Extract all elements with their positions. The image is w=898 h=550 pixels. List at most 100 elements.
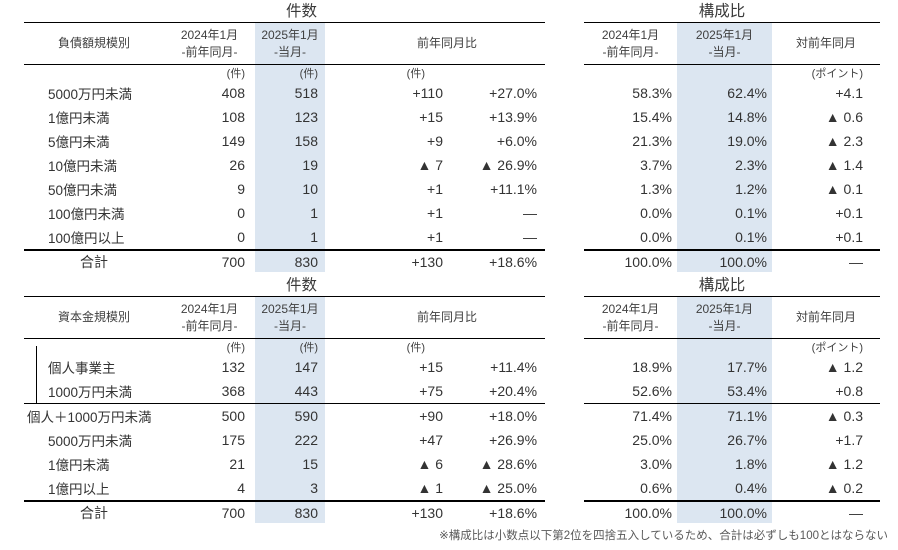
table-row: 個人＋1000万円未満 500 590 +90 +18.0%	[24, 403, 546, 428]
cell-v2025: 1.2%	[677, 177, 772, 201]
cell-v2025: 158	[255, 129, 325, 153]
column-header-2024: 2024年1月 -前年同月-	[584, 296, 677, 339]
cell-pt: ▲ 0.1	[825, 181, 863, 197]
cell-diff: ▲ 1	[417, 480, 443, 496]
cell-v2025: 2.3%	[677, 153, 772, 177]
cell-v2024: 26	[229, 157, 245, 173]
cell-pct: +27.0%	[489, 85, 538, 101]
cell-v2025: 3	[255, 476, 325, 501]
cell-v2024: 71.4%	[584, 403, 677, 428]
table-row: 1億円未満 108 123 +15 +13.9%	[24, 105, 545, 129]
cell-empty	[24, 65, 164, 82]
unit-row: (件) (件) (件)	[24, 64, 545, 82]
column-header-yoy: 前年同月比	[325, 296, 546, 339]
table-row: 25.0% 26.7% +1.7	[584, 428, 880, 452]
header-row: 負債額規模別 2024年1月 -前年同月- 2025年1月 -当月- 前年同月比	[24, 22, 546, 65]
table-row: 3.7% 2.3% ▲ 1.4	[584, 153, 880, 177]
cell-v2024: 149	[221, 133, 245, 149]
cell-pct: +11.4%	[490, 359, 538, 375]
table-row: 21.3% 19.0% ▲ 2.3	[584, 129, 880, 153]
cell-v2024: 108	[221, 109, 245, 125]
cell-pt: +0.1	[835, 229, 863, 245]
cell-empty	[677, 64, 772, 81]
cell-pct: +20.4%	[489, 383, 538, 399]
table-row: 個人事業主 132 147 +15 +11.4%	[24, 355, 545, 379]
header-row: 2024年1月 -前年同月- 2025年1月 -当月- 対前年同月	[584, 296, 880, 339]
cell-diff: +15	[419, 109, 443, 125]
header-row: 2024年1月 -前年同月- 2025年1月 -当月- 対前年同月	[584, 22, 880, 65]
cell-label: 100億円未満	[48, 207, 125, 222]
cell-pct: +18.0%	[449, 403, 546, 428]
cell-v2025: 123	[255, 105, 325, 129]
cell-label: 100億円以上	[48, 231, 125, 246]
cell-v2025: 53.4%	[677, 379, 772, 404]
cell-label: 5億円未満	[48, 135, 110, 150]
cell-label: 5000万円未満	[48, 87, 133, 102]
cell-v2024: 0.6%	[640, 480, 672, 496]
cell-pt: ―	[772, 249, 880, 272]
column-header-2025: 2025年1月 -当月-	[255, 296, 325, 339]
table-title: 構成比	[698, 3, 746, 20]
cell-diff: +75	[419, 383, 443, 399]
column-header-2025: 2025年1月 -当月-	[677, 296, 772, 339]
cell-v2025: 222	[255, 428, 325, 452]
table-row: 52.6% 53.4% +0.8	[584, 379, 880, 404]
cell-label: 1億円未満	[48, 458, 110, 473]
cell-v2024: 132	[221, 359, 245, 375]
cell-diff: +1	[427, 229, 443, 245]
cell-v2025: 100.0%	[677, 249, 772, 272]
cell-diff: +1	[427, 181, 443, 197]
unit-label: (ポイント)	[811, 68, 863, 80]
table-row: 1000万円未満 368 443 +75 +20.4%	[24, 379, 545, 404]
cell-v2025: 1.8%	[677, 452, 772, 476]
cell-pt: ▲ 0.3	[772, 403, 880, 428]
table-row: 100億円未満 0 1 +1 ―	[24, 201, 545, 225]
table-title: 構成比	[698, 277, 746, 294]
cell-v2024: 0.0%	[640, 205, 672, 221]
cell-v2024: 175	[221, 432, 245, 448]
cell-diff: +130	[325, 249, 449, 272]
data-table: 2024年1月 -前年同月- 2025年1月 -当月- 対前年同月 (ポイント) 1…	[584, 296, 880, 523]
cell-v2024: 4	[237, 480, 245, 496]
table-row: 58.3% 62.4% +4.1	[584, 81, 880, 105]
column-header-yoy: 前年同月比	[325, 22, 546, 65]
cell-v2024: 700	[164, 249, 255, 272]
cell-v2025: 10	[255, 177, 325, 201]
cell-total-label: 合計	[24, 500, 164, 523]
column-header-2024: 2024年1月 -前年同月-	[584, 22, 677, 65]
cell-v2024: 0	[237, 229, 245, 245]
cell-v2024: 21	[229, 456, 245, 472]
column-header-vs-prev-year: 対前年同月	[772, 22, 880, 65]
cell-v2024: 700	[164, 500, 255, 523]
cell-diff: ▲ 6	[417, 456, 443, 472]
cell-label: 個人＋1000万円未満	[24, 403, 164, 428]
cell-pt: +4.1	[835, 85, 863, 101]
table-row: 5億円未満 149 158 +9 +6.0%	[24, 129, 545, 153]
table-row: 0.0% 0.1% +0.1	[584, 201, 880, 225]
total-row: 合計 700 830 +130 +18.6%	[24, 249, 546, 272]
rounding-footnote: ※構成比は小数点以下第2位を四捨五入しているため、合計は必ずしも100とはならな…	[439, 530, 888, 542]
cell-diff: ▲ 7	[417, 157, 443, 173]
cell-v2024: 3.0%	[640, 456, 672, 472]
unit-label: (件)	[255, 338, 325, 355]
cell-v2024: 100.0%	[584, 500, 677, 523]
cell-diff: +47	[419, 432, 443, 448]
cell-v2025: 17.7%	[677, 355, 772, 379]
unit-label: (件)	[406, 68, 425, 80]
table-title: 件数	[285, 277, 317, 294]
cell-v2024: 100.0%	[584, 249, 677, 272]
cell-pt: ▲ 1.4	[825, 157, 863, 173]
cell-pct: ▲ 28.6%	[479, 456, 538, 472]
cell-v2025: 0.1%	[677, 225, 772, 250]
cell-pct: +6.0%	[496, 133, 538, 149]
cell-v2024: 0	[237, 205, 245, 221]
cell-empty	[677, 338, 772, 355]
cell-v2024: 0.0%	[640, 229, 672, 245]
cell-v2024: 15.4%	[632, 109, 672, 125]
cell-pt: +0.1	[835, 205, 863, 221]
cell-v2025: 62.4%	[677, 81, 772, 105]
data-table: 資本金規模別 2024年1月 -前年同月- 2025年1月 -当月- 前年同月比 (…	[24, 296, 546, 523]
table-row: 10億円未満 26 19 ▲ 7 ▲ 26.9%	[24, 153, 545, 177]
cell-total-label: 合計	[24, 249, 164, 272]
column-header-2025: 2025年1月 -当月-	[255, 22, 325, 65]
